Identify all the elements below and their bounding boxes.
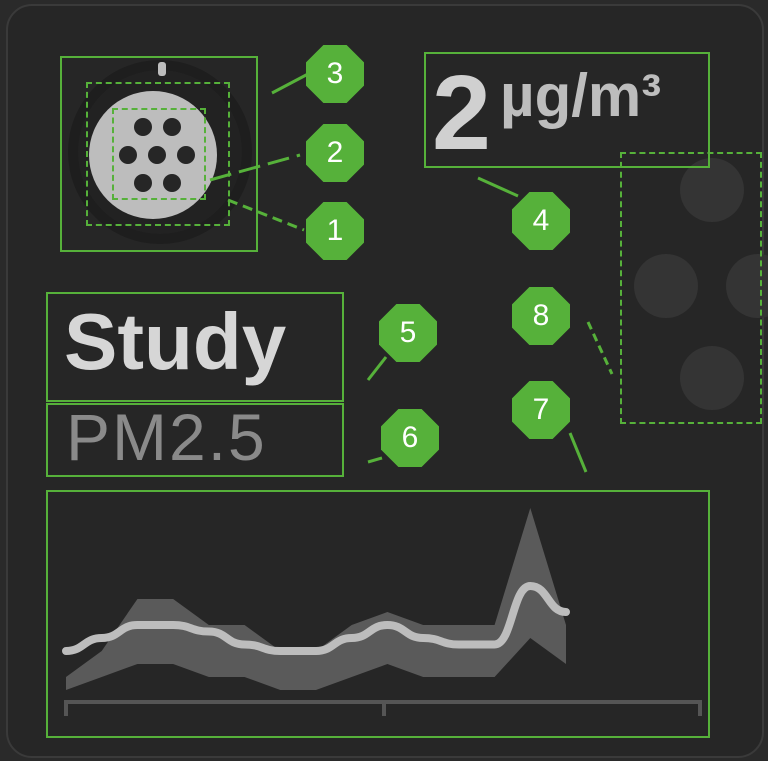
icon-indicator [158,62,166,76]
annotation-badge-2: 2 [306,124,364,182]
leader-7 [568,432,588,473]
leader-8 [586,321,614,375]
annotation-box-chart [46,490,710,738]
page-dot-2[interactable] [634,254,698,318]
room-title: Study [64,297,287,386]
annotation-box-subtitle [46,403,344,477]
annotation-badge-5: 5 [379,304,437,362]
chart-x-axis [64,700,702,716]
annotation-box-value [424,52,710,168]
annotation-box-title [46,292,344,402]
annotation-badge-8: 8 [512,287,570,345]
annotation-badge-6: 6 [381,409,439,467]
annotation-box-icon [60,56,258,252]
annotation-badge-3: 3 [306,45,364,103]
annotation-badge-7: 7 [512,381,570,439]
leader-5 [366,356,388,381]
chart-series-line [62,581,570,656]
annotation-box-icon-inner [86,82,230,226]
annotation-badge-4: 4 [512,192,570,250]
page-dot-1[interactable] [680,158,744,222]
leader-2 [209,153,301,182]
icon-holes [119,118,195,192]
leader-3 [271,72,309,95]
annotation-box-dots [620,152,762,424]
leader-1 [227,198,305,232]
annotation-badge-1: 1 [306,202,364,260]
annotation-box-icon-center [112,108,206,200]
sensor-label: PM2.5 [66,400,267,474]
pm-value: 2 [432,54,491,172]
pm-unit: µg/m³ [500,62,662,129]
page-dot-4[interactable] [680,346,744,410]
leader-6 [367,456,383,464]
leader-4 [477,176,519,198]
